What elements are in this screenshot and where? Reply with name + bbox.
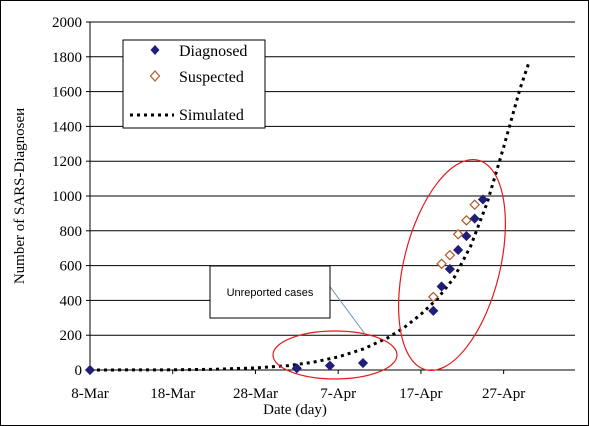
- x-tick-labels: 8-Mar 18-Mar 28-Mar 7-Apr 17-Apr 27-Apr: [71, 386, 525, 402]
- x-tick-label: 27-Apr: [482, 386, 525, 402]
- diagnosed-point: [444, 264, 455, 275]
- y-tick-label: 2000: [52, 15, 82, 31]
- callout-text: Unreported cases: [227, 287, 314, 299]
- x-tick-label: 17-Apr: [399, 386, 442, 402]
- y-tick-label: 1800: [52, 50, 82, 66]
- y-tick-label: 0: [75, 363, 83, 379]
- legend-label-diagnosed: Diagnosed: [179, 43, 247, 60]
- y-tick-labels: 0 200 400 600 800 1000 1200 1400 1600 1800 2000: [52, 15, 82, 379]
- series-diagnosed: [84, 194, 489, 376]
- diagnosed-point: [428, 305, 439, 316]
- legend-label-simulated: Simulated: [179, 107, 244, 124]
- y-axis-title: Number of SARS-Diagnoseи: [12, 108, 28, 284]
- suspected-point: [461, 215, 472, 226]
- simulated-line: [89, 63, 530, 372]
- legend-box: [122, 39, 266, 129]
- diagnosed-point: [453, 244, 464, 256]
- series-simulated: [89, 63, 530, 372]
- y-tick-label: 600: [60, 259, 83, 275]
- y-tick-label: 200: [60, 328, 83, 344]
- legend: Diagnosed Suspected Simulated: [122, 39, 266, 129]
- diagnosed-point: [324, 360, 335, 371]
- x-axis-title: Date (day): [263, 402, 327, 418]
- legend-label-suspected: Suspected: [179, 69, 244, 86]
- suspected-point: [444, 249, 456, 261]
- y-tick-label: 1000: [52, 189, 82, 205]
- diagnosed-point: [469, 213, 480, 224]
- highlight-ellipse-late: [397, 158, 507, 372]
- diagnosed-point: [436, 281, 447, 292]
- x-tick-label: 28-Mar: [233, 386, 278, 402]
- highlight-ellipse-early: [272, 330, 398, 380]
- y-tick-label: 400: [60, 293, 83, 309]
- x-tick-label: 8-Mar: [71, 386, 109, 402]
- suspected-point: [469, 199, 481, 211]
- callout-box: [209, 265, 331, 319]
- diagnosed-point: [84, 364, 96, 376]
- diagnosed-point: [357, 357, 369, 369]
- suspected-point: [427, 291, 439, 303]
- legend-marker-diagnosed: [150, 45, 160, 55]
- callout-pointer: [324, 279, 366, 335]
- diagnosed-point: [461, 230, 472, 242]
- legend-marker-suspected: [149, 70, 161, 82]
- series-suspected: [427, 199, 481, 303]
- axes: [89, 22, 575, 374]
- y-tick-label: 1400: [52, 119, 82, 135]
- y-tick-label: 1200: [52, 154, 82, 170]
- x-tick-label: 18-Mar: [150, 386, 195, 402]
- suspected-point: [452, 228, 464, 240]
- y-tick-label: 1600: [52, 85, 82, 101]
- x-tick-label: 7-Apr: [320, 386, 356, 402]
- diagnosed-point: [477, 194, 489, 205]
- suspected-point: [436, 258, 447, 270]
- diagnosed-point: [291, 363, 302, 374]
- y-tick-label: 800: [60, 224, 83, 240]
